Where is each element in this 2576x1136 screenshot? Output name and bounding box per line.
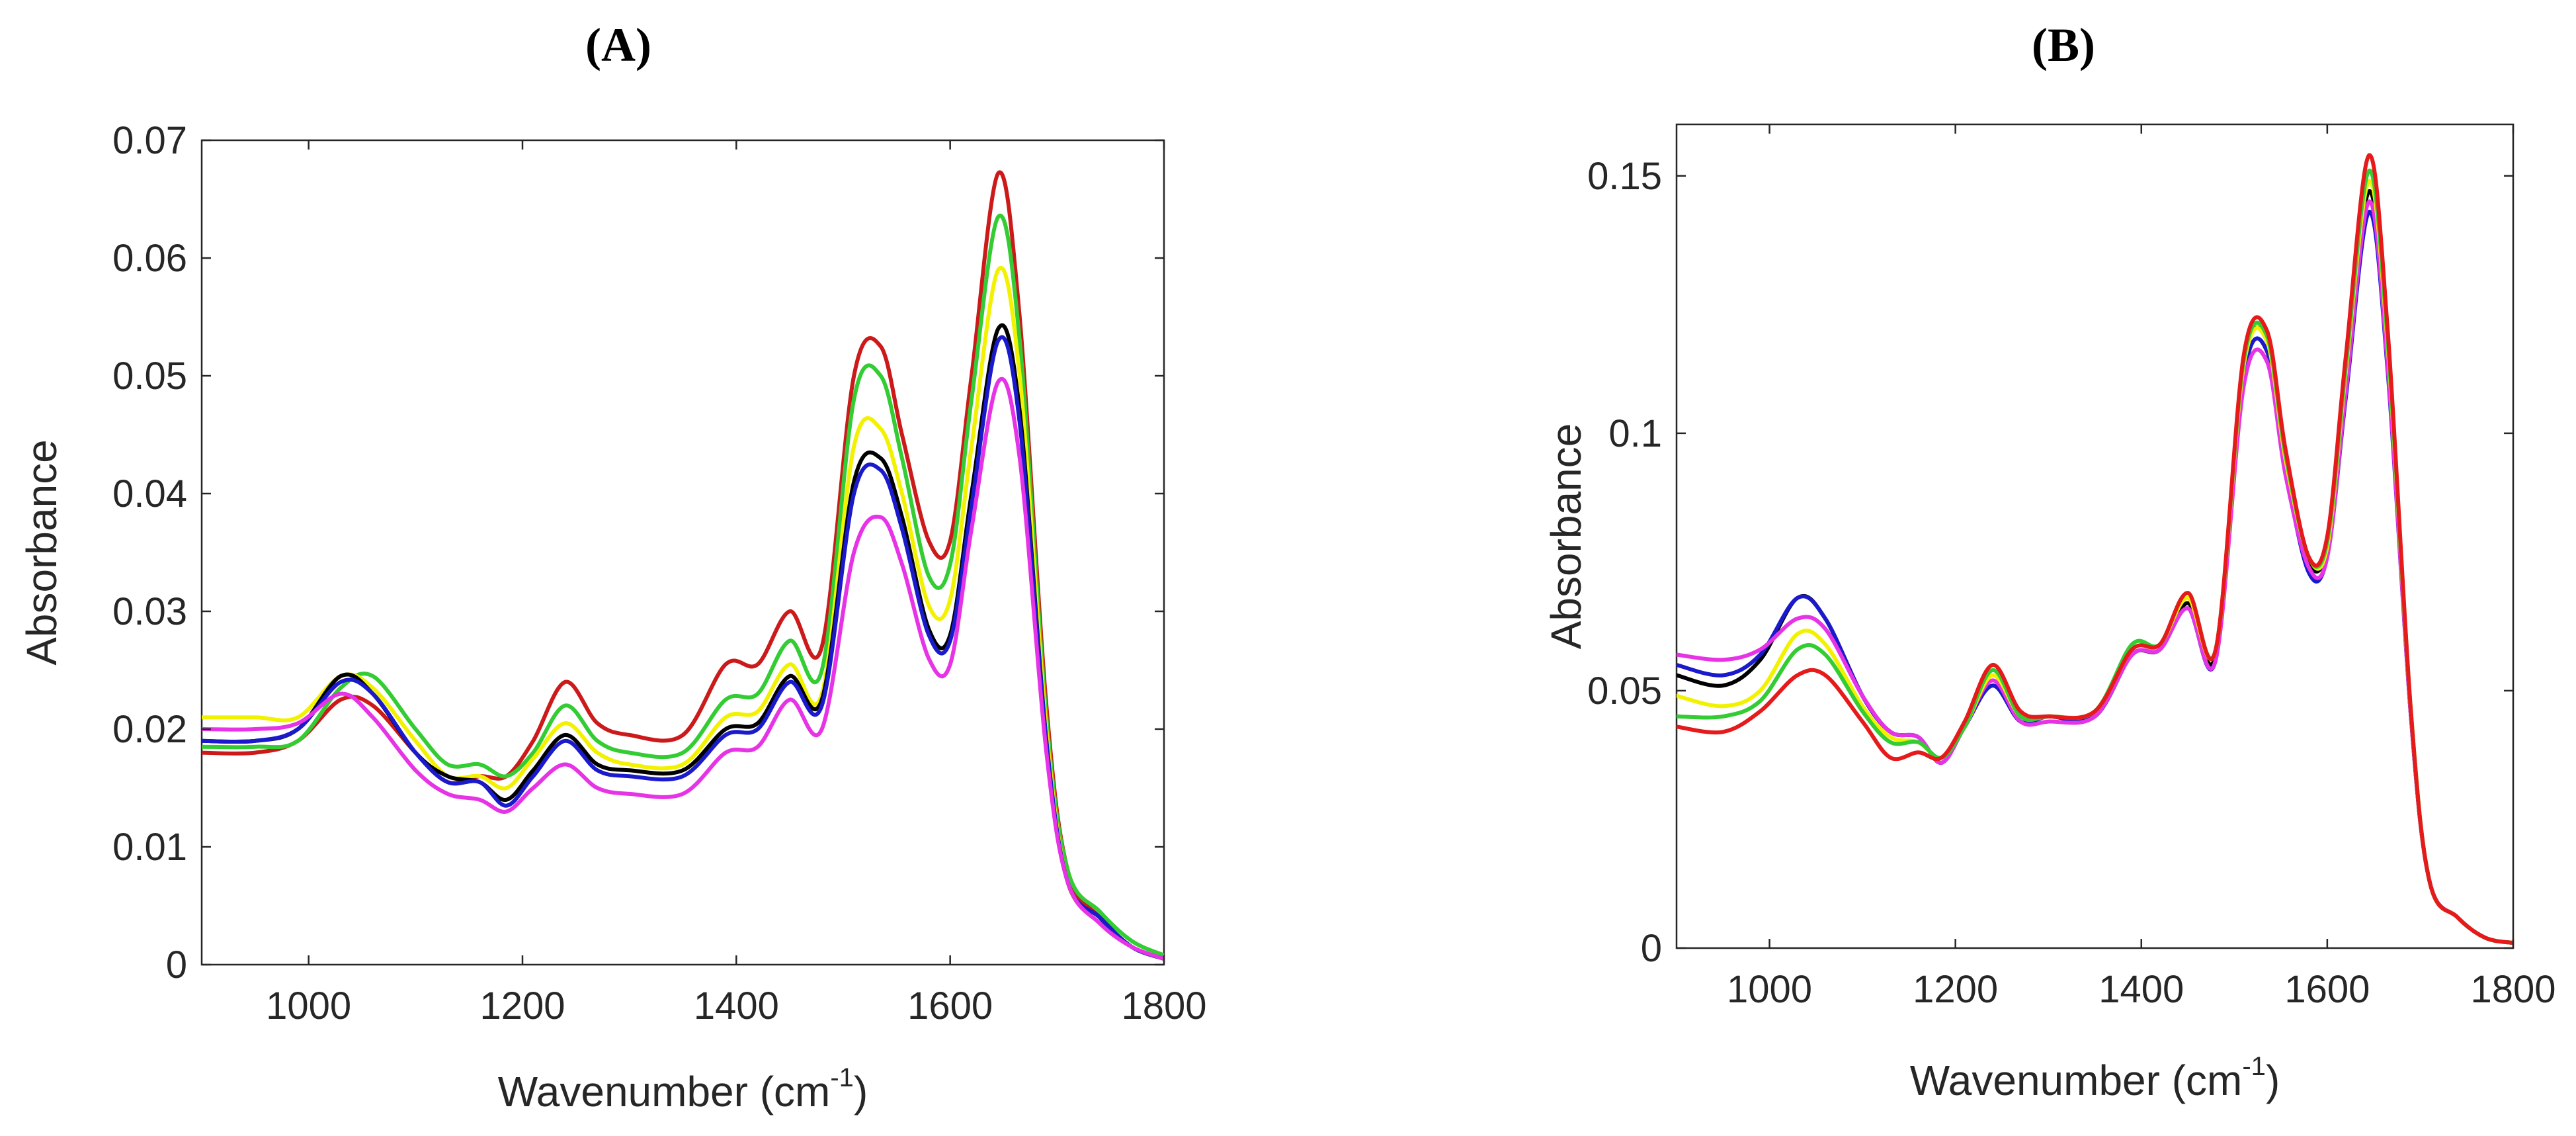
x-tick-label: 1200	[1913, 968, 1998, 1011]
y-tick-label: 0	[166, 943, 187, 986]
series-yellow	[1677, 179, 2513, 945]
panel-title: (A)	[585, 19, 651, 71]
y-tick-label: 0	[1641, 927, 1662, 970]
x-tick-label: 1200	[479, 984, 565, 1027]
x-tick-label: 1000	[266, 984, 351, 1027]
x-axis-label-close: )	[854, 1068, 868, 1115]
x-tick-label: 1000	[1727, 968, 1812, 1011]
x-tick-label: 1600	[907, 984, 993, 1027]
panel-b: (B) 1000 1200 1400 1600 1800 0 0.05 0.1 0.15 Absor…	[1542, 19, 2556, 1104]
y-tick-label: 0.05	[1587, 670, 1662, 713]
series-yellow	[202, 265, 1164, 961]
x-axis-label-text: Wavenumber (cm	[1910, 1057, 2243, 1104]
y-tick-label: 0.03	[112, 590, 187, 633]
y-tick-label: 0.1	[1608, 412, 1662, 455]
x-tick-label: 1400	[694, 984, 779, 1027]
y-tick-label: 0.02	[112, 708, 187, 751]
series-magenta	[202, 376, 1164, 961]
series-red	[202, 170, 1164, 961]
series-group	[202, 170, 1164, 961]
panel-title: (B)	[2032, 19, 2095, 71]
y-tick-label: 0.05	[112, 355, 187, 398]
series-green	[202, 213, 1164, 957]
series-group	[1677, 153, 2513, 945]
y-tick-label: 0.07	[112, 119, 187, 162]
series-red	[1677, 153, 2513, 945]
x-axis-label-text: Wavenumber (cm	[498, 1068, 831, 1115]
y-axis-label: Absorbance	[1542, 423, 1590, 650]
y-tick-label: 0.15	[1587, 155, 1662, 198]
x-tick-label: 1800	[1121, 984, 1206, 1027]
plot-frame	[1675, 123, 2514, 949]
x-axis-label-sup: -1	[830, 1063, 854, 1092]
panel-a: (A) 1000 1200 1400 1600 1800 0 0.01 0.02 0.03 0.04…	[18, 19, 1207, 1115]
y-tick-label: 0.01	[112, 826, 187, 869]
plot-frame	[200, 139, 1165, 966]
x-tick-label: 1800	[2470, 968, 2555, 1011]
y-axis-label: Absorbance	[18, 439, 65, 666]
x-axis-label-close: )	[2266, 1057, 2280, 1104]
x-axis-label: Wavenumber (cm-1)	[498, 1063, 868, 1115]
x-tick-label: 1600	[2284, 968, 2370, 1011]
x-axis-label-sup: -1	[2242, 1052, 2266, 1081]
x-tick-label: 1400	[2098, 968, 2184, 1011]
y-tick-label: 0.04	[112, 472, 187, 515]
x-axis-label: Wavenumber (cm-1)	[1910, 1052, 2280, 1104]
y-tick-label: 0.06	[112, 237, 187, 280]
series-green	[1677, 168, 2513, 945]
series-blue	[202, 335, 1164, 961]
